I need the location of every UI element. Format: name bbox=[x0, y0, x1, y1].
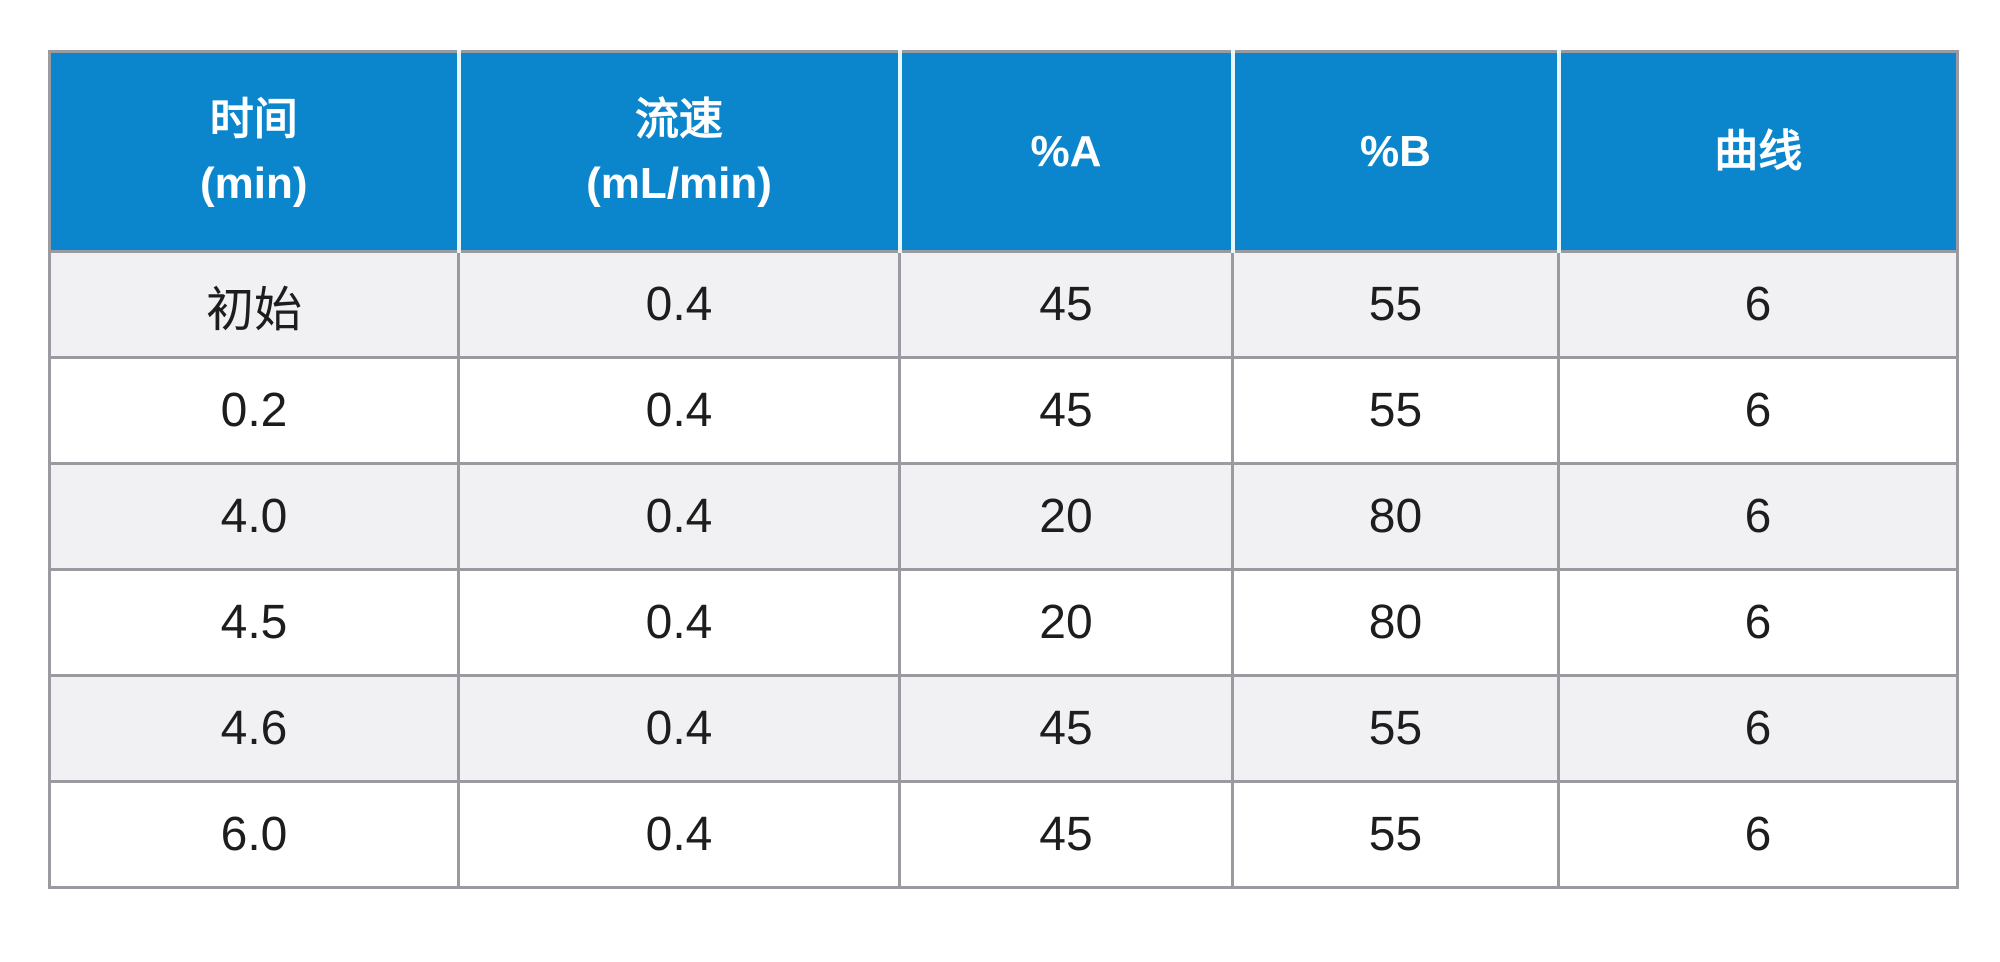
table-cell: 6.0 bbox=[48, 780, 460, 889]
column-header: 流速 (mL/min) bbox=[456, 51, 900, 253]
table-cell: 55 bbox=[1231, 674, 1560, 783]
table-row: 4.0 0.4 20 80 6 bbox=[48, 462, 1959, 571]
table-header: 时间 (min) 流速 (mL/min) %A %B 曲线 bbox=[49, 51, 1958, 253]
table-row: 初始 0.4 45 55 6 bbox=[48, 250, 1959, 359]
table-cell: 80 bbox=[1231, 568, 1560, 677]
table-cell: 4.5 bbox=[48, 568, 460, 677]
table-cell: 6 bbox=[1557, 356, 1959, 465]
table-row: 0.2 0.4 45 55 6 bbox=[48, 356, 1959, 465]
gradient-table: 时间 (min) 流速 (mL/min) %A %B 曲线 初始 0.4 45 55 6 0.2 0… bbox=[48, 50, 1959, 889]
table-row: 4.5 0.4 20 80 6 bbox=[48, 568, 1959, 677]
table-cell: 55 bbox=[1231, 356, 1560, 465]
table-cell: 80 bbox=[1231, 462, 1560, 571]
table-cell: 初始 bbox=[48, 250, 460, 359]
gradient-table-container: 时间 (min) 流速 (mL/min) %A %B 曲线 初始 0.4 45 55 6 0.2 0… bbox=[48, 50, 1959, 889]
table-cell: 0.4 bbox=[457, 250, 901, 359]
table-cell: 6 bbox=[1557, 674, 1959, 783]
table-cell: 6 bbox=[1557, 250, 1959, 359]
table-cell: 6 bbox=[1557, 462, 1959, 571]
table-cell: 55 bbox=[1231, 780, 1560, 889]
table-cell: 45 bbox=[898, 780, 1234, 889]
column-header: 时间 (min) bbox=[49, 51, 459, 253]
table-cell: 45 bbox=[898, 674, 1234, 783]
table-cell: 6 bbox=[1557, 568, 1959, 677]
table-row: 6.0 0.4 45 55 6 bbox=[48, 780, 1959, 889]
column-header: %B bbox=[1230, 51, 1559, 253]
table-cell: 55 bbox=[1231, 250, 1560, 359]
table-cell: 0.4 bbox=[457, 568, 901, 677]
table-cell: 4.0 bbox=[48, 462, 460, 571]
table-cell: 45 bbox=[898, 250, 1234, 359]
table-header-row: 时间 (min) 流速 (mL/min) %A %B 曲线 bbox=[49, 51, 1958, 253]
table-cell: 0.4 bbox=[457, 356, 901, 465]
table-cell: 0.4 bbox=[457, 780, 901, 889]
table-cell: 0.2 bbox=[48, 356, 460, 465]
table-row: 4.6 0.4 45 55 6 bbox=[48, 674, 1959, 783]
column-header: 曲线 bbox=[1556, 51, 1958, 253]
table-cell: 4.6 bbox=[48, 674, 460, 783]
table-body: 初始 0.4 45 55 6 0.2 0.4 45 55 6 4.0 0.4 20 80 6 4.5 0.4 20… bbox=[48, 250, 1959, 889]
table-cell: 45 bbox=[898, 356, 1234, 465]
table-cell: 0.4 bbox=[457, 674, 901, 783]
table-cell: 0.4 bbox=[457, 462, 901, 571]
table-cell: 6 bbox=[1557, 780, 1959, 889]
column-header: %A bbox=[897, 51, 1233, 253]
table-cell: 20 bbox=[898, 462, 1234, 571]
table-cell: 20 bbox=[898, 568, 1234, 677]
